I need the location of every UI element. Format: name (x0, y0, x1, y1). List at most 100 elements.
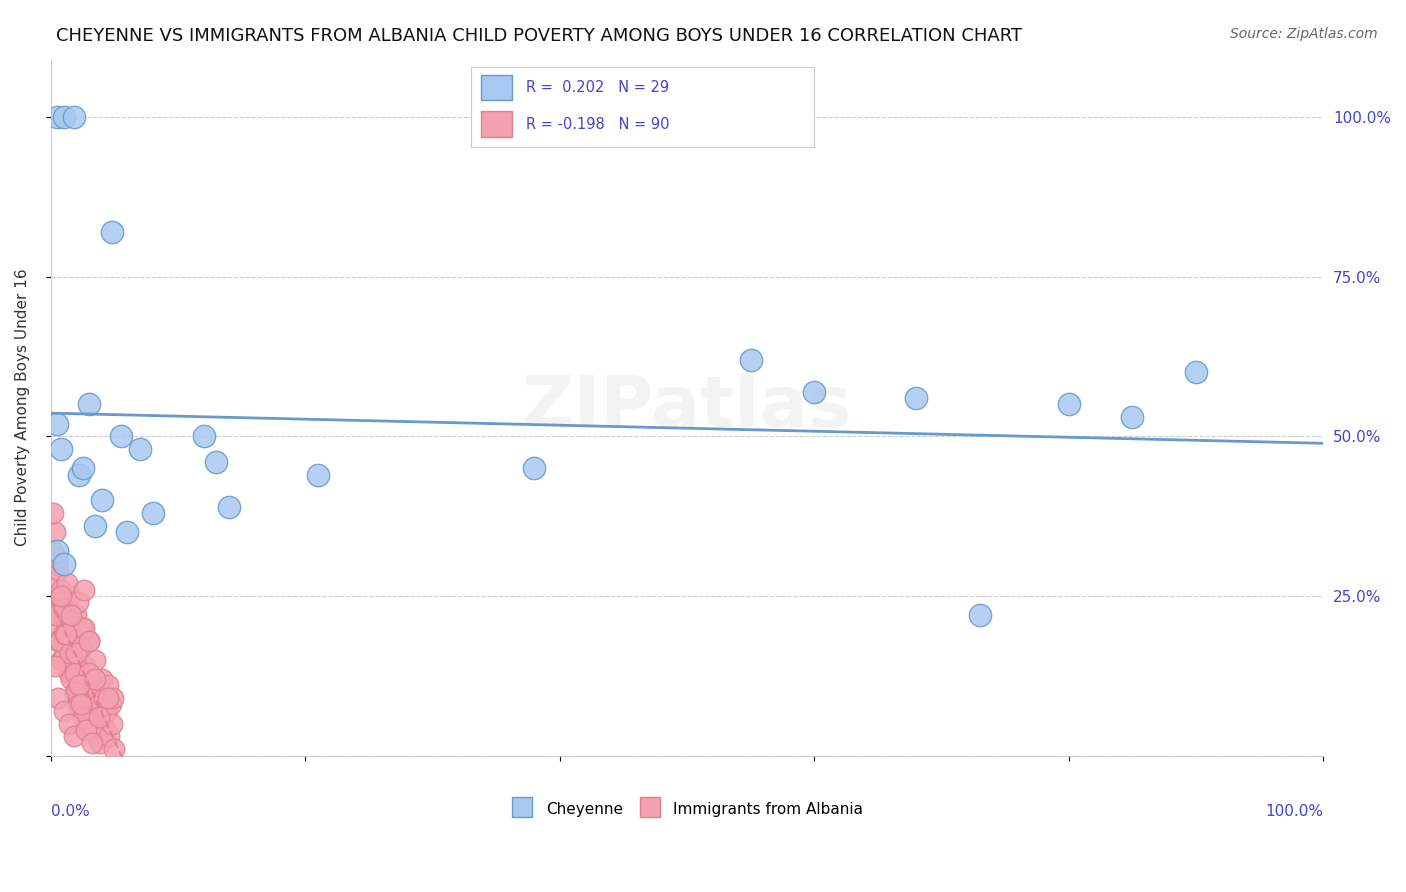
Point (58, 665, 80, 680)
Point (46, 557, 69, 571)
Point (100, 698, 122, 712)
Point (90, 672, 112, 686)
Point (82, 691, 104, 706)
Text: ZIPatlas: ZIPatlas (522, 373, 852, 442)
Point (59, 589, 82, 603)
Point (63, 684, 86, 698)
Point (803, 384, 825, 399)
Point (55, 615, 77, 629)
Point (52, 557, 75, 571)
Point (52, 704, 75, 718)
Point (307, 467, 329, 482)
Point (905, 391, 928, 405)
Point (52, 627, 75, 641)
Point (59, 647, 82, 661)
Point (51, 608, 73, 623)
Point (103, 742, 125, 756)
Point (67, 647, 90, 661)
Point (67, 678, 90, 692)
Point (46, 621, 69, 635)
Point (89, 736, 111, 750)
Point (67, 467, 90, 482)
Point (44, 525, 66, 540)
Point (69, 672, 91, 686)
Point (70, 698, 93, 712)
Y-axis label: Child Poverty Among Boys Under 16: Child Poverty Among Boys Under 16 (15, 268, 30, 547)
Text: Source: ZipAtlas.com: Source: ZipAtlas.com (1230, 27, 1378, 41)
Point (83, 723, 105, 737)
Point (77, 665, 100, 680)
Point (63, 665, 86, 680)
Point (73, 704, 96, 718)
Point (97, 691, 120, 706)
Point (46, 550, 69, 565)
Point (72, 710, 94, 724)
Point (80, 672, 103, 686)
Point (91, 710, 114, 724)
Point (72, 461, 94, 475)
Point (205, 455, 228, 469)
Point (75, 678, 97, 692)
Point (45, 608, 67, 623)
Point (60, 608, 83, 623)
Point (96, 704, 118, 718)
Point (77, 633, 100, 648)
Point (67, 698, 90, 712)
Point (53, 627, 76, 641)
Point (42, 506, 65, 520)
Point (89, 710, 111, 724)
Point (87, 684, 110, 698)
Point (58, 716, 80, 731)
Point (48, 691, 70, 706)
Point (46, 417, 69, 431)
Point (72, 621, 94, 635)
Point (66, 595, 89, 609)
Point (73, 582, 96, 597)
Point (76, 710, 98, 724)
Point (49, 582, 72, 597)
Point (84, 518, 107, 533)
Point (49, 653, 72, 667)
Point (77, 633, 100, 648)
Point (110, 429, 132, 443)
Point (56, 640, 79, 654)
Point (62, 615, 84, 629)
Point (62, 730, 84, 744)
Point (65, 608, 87, 623)
Point (73, 621, 96, 635)
Point (93, 691, 115, 706)
Point (740, 352, 762, 367)
Point (969, 608, 991, 623)
Text: CHEYENNE VS IMMIGRANTS FROM ALBANIA CHILD POVERTY AMONG BOYS UNDER 16 CORRELATIO: CHEYENNE VS IMMIGRANTS FROM ALBANIA CHIL… (56, 27, 1022, 45)
Point (75, 659, 97, 673)
Text: 0.0%: 0.0% (51, 805, 90, 819)
Point (56, 576, 79, 591)
Point (66, 698, 89, 712)
Point (86, 730, 108, 744)
Point (79, 716, 101, 731)
Point (52, 601, 75, 615)
Point (1185, 366, 1208, 380)
Point (98, 730, 121, 744)
Point (218, 500, 240, 514)
Point (94, 723, 117, 737)
Point (62, 633, 84, 648)
Point (1121, 410, 1143, 425)
Point (84, 653, 107, 667)
Point (52, 110, 75, 124)
Point (523, 461, 546, 475)
Point (48, 633, 70, 648)
Point (49, 589, 72, 603)
Point (48, 633, 70, 648)
Point (129, 442, 152, 456)
Point (70, 640, 93, 654)
Point (101, 225, 124, 239)
Point (97, 678, 120, 692)
Point (193, 429, 215, 443)
Point (45, 595, 67, 609)
Point (42, 544, 65, 558)
Point (65, 684, 87, 698)
Point (44, 659, 66, 673)
Point (1057, 397, 1080, 411)
Point (80, 736, 103, 750)
